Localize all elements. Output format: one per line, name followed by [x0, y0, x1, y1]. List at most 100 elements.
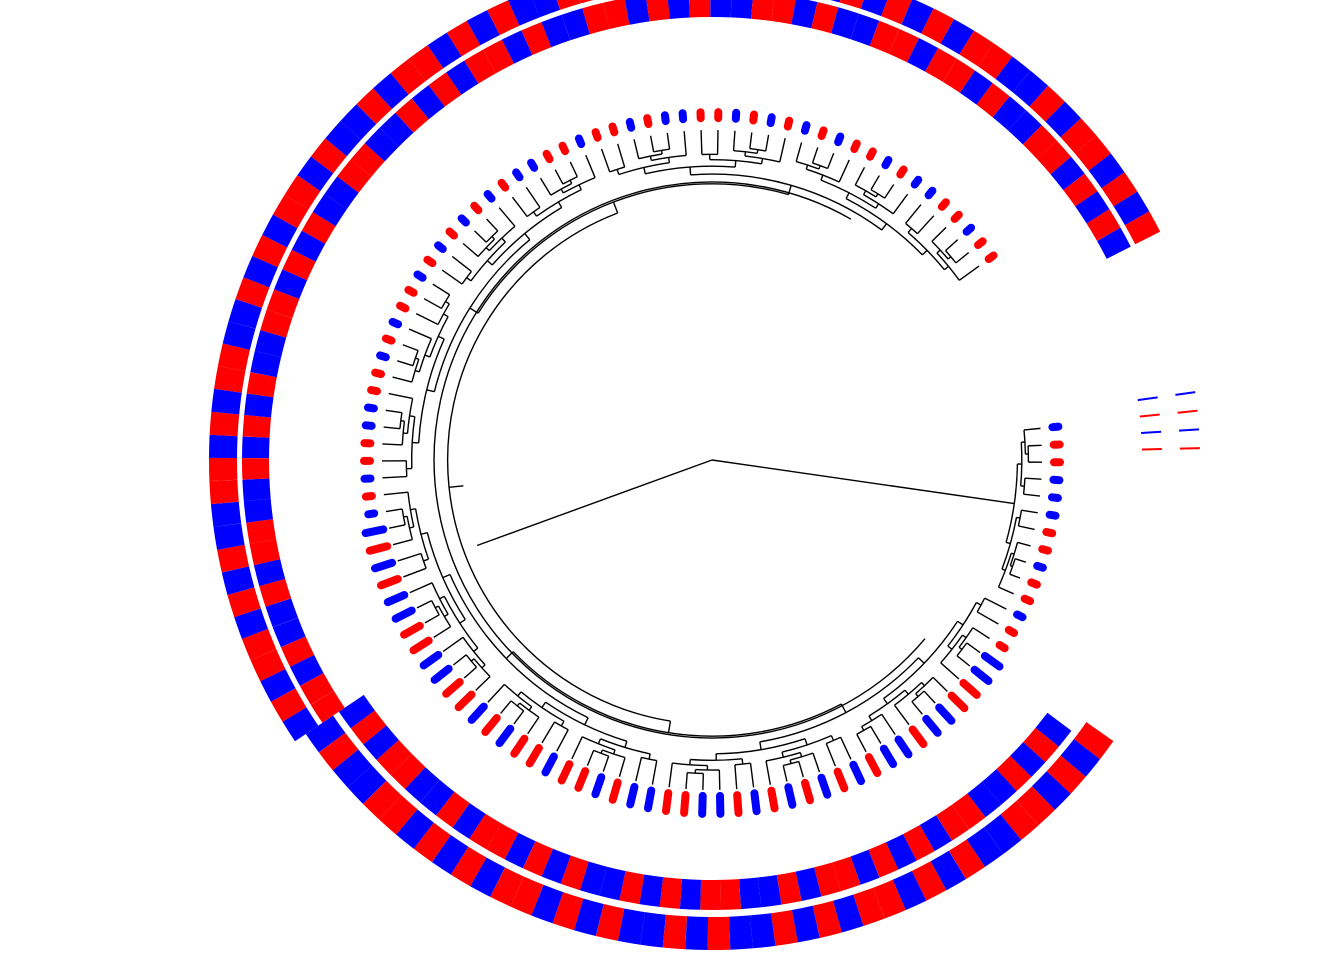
heatmap-cell	[376, 739, 412, 775]
tree-branch	[804, 738, 808, 746]
heatmap-cell	[850, 13, 880, 47]
tree-branch	[585, 154, 596, 178]
tree-branch	[618, 757, 626, 777]
heatmap-cell	[373, 73, 409, 109]
tree-branch	[649, 155, 652, 161]
tree-branch	[936, 249, 941, 254]
tree-branch	[424, 614, 440, 624]
tip-marker	[896, 165, 908, 179]
heatmap-cell	[992, 96, 1026, 131]
tree-branch	[765, 134, 770, 152]
tree-branch	[486, 218, 499, 232]
tree-branch	[687, 772, 704, 775]
tree-branch	[406, 516, 413, 540]
tip-marker	[495, 724, 515, 748]
heatmap-cell	[250, 649, 286, 682]
tree-branch	[388, 524, 406, 529]
heatmap-cell	[337, 159, 372, 193]
heatmap-cell	[1063, 173, 1098, 207]
tree-branch	[940, 662, 960, 680]
heatmap-cell	[689, 0, 711, 18]
tree-branch	[420, 553, 427, 569]
tip-marker	[950, 210, 963, 223]
heatmap-cell	[395, 98, 429, 133]
tree-branch	[700, 130, 703, 155]
tree-branch	[465, 654, 478, 668]
heatmap-cell	[243, 255, 278, 288]
heatmap-cell	[1031, 771, 1071, 810]
tree-branch	[397, 360, 414, 367]
heatmap-cell	[700, 879, 721, 910]
heatmap-cell	[966, 827, 1004, 867]
heatmap-cell	[1016, 786, 1055, 826]
tip-marker	[371, 368, 385, 379]
tree-branch	[732, 130, 736, 151]
tree-branch	[612, 201, 619, 214]
tree-branch	[945, 239, 959, 252]
tip-marker	[1013, 610, 1027, 622]
heatmap-cell	[282, 249, 316, 281]
tip-marker	[558, 141, 570, 156]
tree-branch	[868, 715, 873, 721]
tip-marker	[766, 113, 776, 128]
tip-marker	[1038, 545, 1052, 555]
tree-branch	[445, 300, 450, 305]
heatmap-cell	[776, 871, 802, 905]
tip-marker	[849, 760, 865, 786]
heatmap-cell	[1097, 227, 1131, 259]
tip-marker	[935, 703, 956, 725]
tree-branch	[907, 231, 945, 271]
tip-marker	[574, 767, 590, 792]
tree-branch	[711, 459, 1015, 505]
tree-branch	[532, 211, 538, 217]
tree-branch	[870, 726, 882, 744]
tip-marker	[698, 791, 707, 818]
heatmap-cell	[1012, 70, 1049, 107]
tree-branch	[854, 184, 877, 198]
tree-branch	[905, 222, 918, 235]
heatmap-cell	[919, 815, 952, 852]
tree-branch	[432, 283, 451, 296]
tip-marker	[625, 117, 636, 132]
tree-branch	[649, 135, 655, 152]
heatmap-cell	[301, 212, 336, 244]
tip-marker	[783, 116, 794, 131]
heatmap-cell	[262, 214, 298, 248]
heatmap-cell	[390, 753, 426, 789]
heatmap-cell	[253, 559, 286, 587]
tree-branch	[923, 690, 936, 704]
tree-branch	[616, 169, 620, 175]
heatmap-cell	[940, 19, 974, 55]
tree-branch	[921, 682, 926, 687]
tree-branch	[433, 626, 451, 638]
tree-branch	[498, 207, 516, 227]
tree-branch	[513, 710, 525, 725]
heatmap-cell	[428, 72, 462, 107]
heatmap-cell	[325, 121, 362, 157]
heatmap-cell	[227, 587, 261, 618]
tree-branch	[760, 158, 764, 164]
heatmap-cell	[951, 793, 986, 830]
heatmap-cell	[446, 20, 481, 57]
tree-branch	[602, 755, 610, 772]
tree-branch	[812, 752, 821, 773]
heatmap-cell	[814, 862, 842, 897]
tip-marker	[974, 237, 987, 249]
heatmap-cell	[411, 85, 445, 120]
tree-branch	[557, 201, 563, 208]
tree-branch	[451, 255, 472, 272]
heatmap-cell	[209, 411, 240, 437]
tree-branch	[856, 725, 872, 735]
tip-marker	[413, 270, 427, 282]
heatmap-cell	[936, 804, 969, 841]
tree-branch	[617, 143, 626, 168]
tip-marker	[591, 773, 606, 799]
heatmap-cell	[390, 58, 426, 95]
heatmap-cell	[860, 0, 888, 17]
heatmap-cell	[1010, 742, 1046, 777]
tree-branch	[820, 174, 824, 181]
heatmap-cell	[217, 343, 250, 372]
tip-marker	[364, 403, 378, 413]
tree-branch	[581, 736, 616, 751]
